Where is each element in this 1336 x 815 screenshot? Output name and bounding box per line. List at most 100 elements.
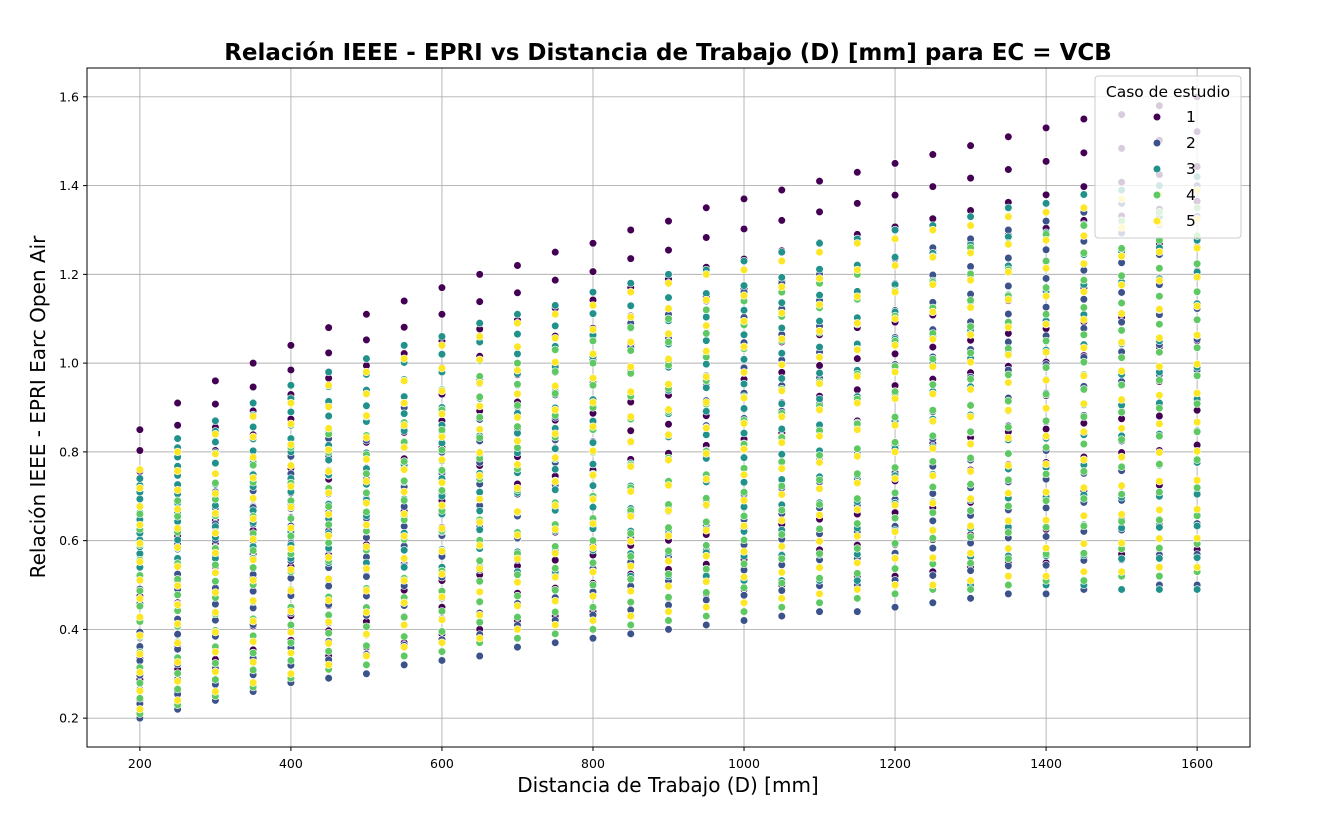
data-point xyxy=(739,330,749,339)
data-point xyxy=(513,591,522,601)
data-point xyxy=(324,488,333,497)
data-point xyxy=(437,647,447,656)
data-point xyxy=(890,474,900,483)
data-point xyxy=(966,439,975,449)
data-point xyxy=(1079,190,1088,199)
data-point xyxy=(249,637,258,646)
data-point xyxy=(1079,539,1088,548)
data-point xyxy=(777,386,786,395)
data-point xyxy=(739,194,749,204)
data-point xyxy=(1155,563,1164,572)
data-point xyxy=(739,317,749,326)
data-point xyxy=(777,578,786,588)
data-point xyxy=(1041,123,1051,133)
data-point xyxy=(135,446,144,455)
data-point xyxy=(664,523,673,532)
legend: Caso de estudio 1 2 3 4 5 xyxy=(1094,75,1242,239)
data-point xyxy=(437,466,447,475)
data-point xyxy=(702,233,711,242)
data-point xyxy=(513,389,522,398)
data-point xyxy=(400,398,409,408)
data-point xyxy=(551,629,560,638)
data-point xyxy=(135,694,144,703)
data-point xyxy=(739,281,749,290)
data-point xyxy=(1041,217,1051,226)
data-point xyxy=(1079,494,1088,503)
data-point xyxy=(739,265,749,275)
data-point xyxy=(588,239,598,248)
data-point xyxy=(739,368,749,377)
data-point xyxy=(249,398,258,408)
data-point xyxy=(475,402,484,411)
data-point xyxy=(1041,256,1051,266)
data-point xyxy=(966,506,975,515)
data-point xyxy=(928,253,937,262)
data-point xyxy=(1004,370,1013,379)
data-point xyxy=(286,341,296,350)
data-point xyxy=(513,401,522,410)
data-point xyxy=(1155,534,1164,543)
data-point xyxy=(286,638,296,647)
data-point xyxy=(437,547,447,556)
data-point xyxy=(966,576,975,585)
data-point xyxy=(702,620,711,630)
data-point xyxy=(815,274,824,283)
data-point xyxy=(475,577,484,586)
data-point xyxy=(249,658,258,667)
data-point xyxy=(551,586,560,595)
chart-title: Relación IEEE - EPRI vs Distancia de Tra… xyxy=(224,40,1112,66)
data-point xyxy=(1079,330,1088,339)
data-point xyxy=(513,460,522,469)
data-point xyxy=(815,394,824,404)
data-point xyxy=(739,478,749,487)
data-point xyxy=(135,502,144,511)
data-point xyxy=(702,312,711,322)
data-point xyxy=(815,574,824,583)
data-point xyxy=(211,416,220,425)
data-point xyxy=(324,348,333,357)
data-point xyxy=(551,638,560,647)
data-point xyxy=(211,588,220,597)
data-point xyxy=(626,225,635,235)
data-point xyxy=(362,572,371,581)
data-point xyxy=(1117,298,1126,308)
data-point xyxy=(400,496,409,505)
data-point xyxy=(1117,309,1126,318)
data-point xyxy=(1079,511,1088,520)
data-point xyxy=(966,549,975,558)
data-point xyxy=(1117,288,1126,297)
data-point xyxy=(588,438,598,447)
data-point xyxy=(1004,281,1013,291)
data-point xyxy=(664,246,673,255)
data-point xyxy=(777,490,786,499)
data-point xyxy=(966,401,975,410)
data-point xyxy=(853,519,862,528)
data-point xyxy=(437,446,447,455)
data-point xyxy=(702,383,711,392)
data-point xyxy=(815,510,824,520)
data-point xyxy=(1155,477,1164,486)
data-point xyxy=(1117,280,1126,290)
data-point xyxy=(853,444,862,453)
data-point xyxy=(928,544,937,553)
data-point xyxy=(173,658,182,667)
data-point xyxy=(702,611,711,621)
data-point xyxy=(928,571,937,580)
data-point xyxy=(362,669,371,678)
data-point xyxy=(626,587,635,596)
data-point xyxy=(928,280,937,289)
data-point xyxy=(890,314,900,323)
data-point xyxy=(1041,190,1051,199)
data-point xyxy=(400,620,409,630)
data-point xyxy=(626,279,635,288)
data-point xyxy=(626,575,635,584)
data-point xyxy=(1193,427,1202,436)
data-point xyxy=(249,563,258,572)
data-point xyxy=(249,461,258,470)
data-point xyxy=(551,405,560,414)
data-point xyxy=(475,618,484,627)
data-point xyxy=(702,321,711,330)
data-point xyxy=(400,341,409,350)
data-point xyxy=(664,531,673,540)
